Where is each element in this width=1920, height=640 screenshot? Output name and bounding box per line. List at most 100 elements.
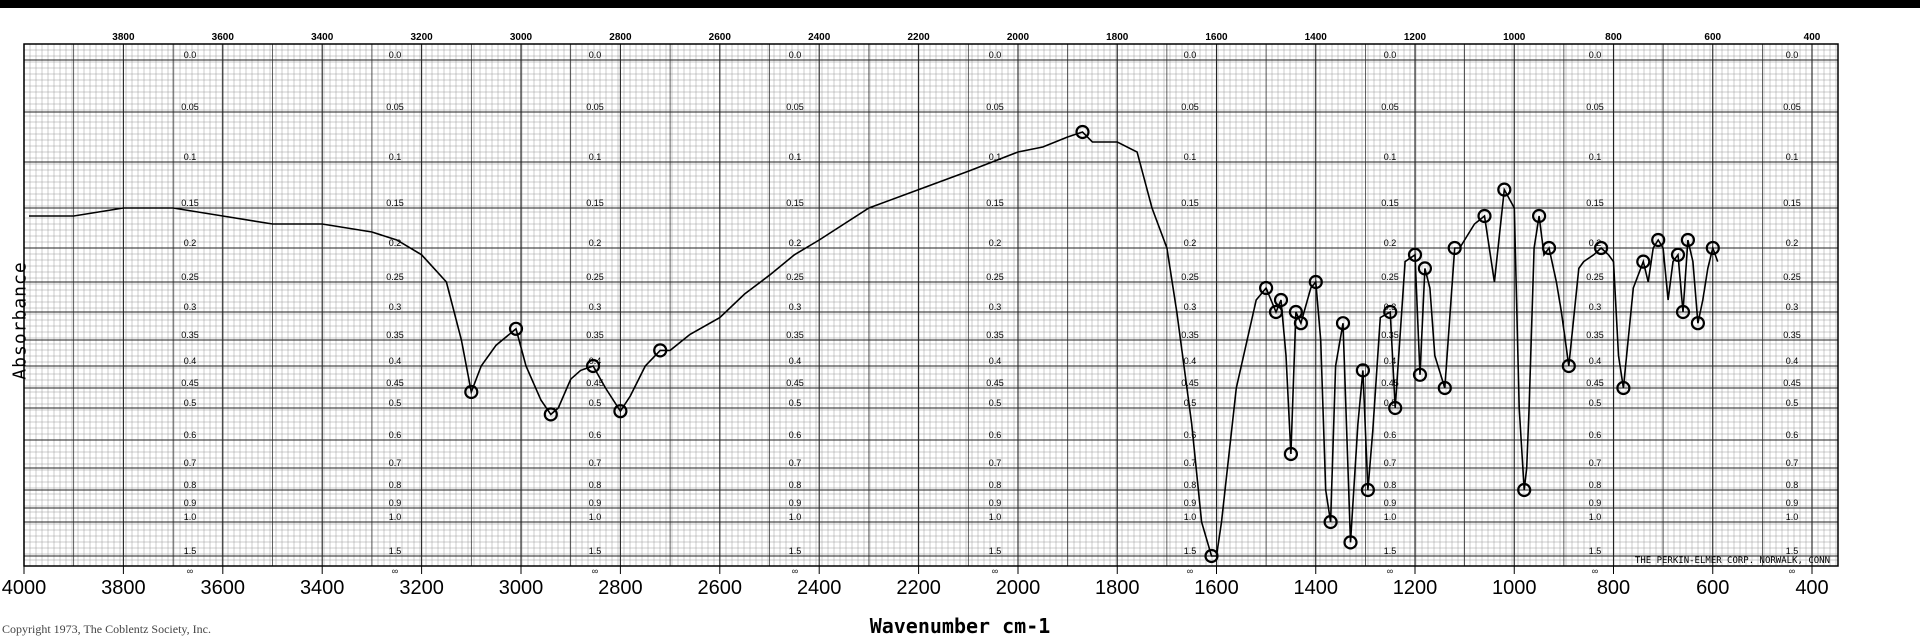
top-black-band [0, 0, 1920, 8]
absorbance-scale-label: 0.35 [1783, 330, 1801, 340]
absorbance-scale-label: 0.35 [181, 330, 199, 340]
absorbance-scale-label: 0.2 [1589, 238, 1602, 248]
absorbance-scale-label: 0.2 [1384, 238, 1397, 248]
x-tick-label: 3200 [399, 577, 444, 599]
x-tick-label: 1200 [1393, 577, 1438, 599]
absorbance-scale-label: 0.6 [1589, 430, 1602, 440]
absorbance-scale-label: 0.4 [389, 356, 402, 366]
peak-marker [1258, 280, 1274, 296]
absorbance-scale-label: 0.0 [589, 50, 602, 60]
absorbance-scale-label: 0.1 [789, 152, 802, 162]
peak-marker [1593, 240, 1609, 256]
absorbance-scale-label: 0.7 [1384, 458, 1397, 468]
absorbance-scale-label: ∞ [392, 566, 398, 576]
absorbance-scale-label: 0.2 [389, 238, 402, 248]
top-tick-labels: 3800 3600 3400 3200 3000 2800 2600 2400 2200 2000… [112, 32, 1821, 43]
top-tick-label: 2600 [709, 32, 732, 43]
absorbance-scale-label: 0.5 [589, 398, 602, 408]
y-axis-title: Absorbance [9, 261, 31, 380]
absorbance-scale-label: 0.7 [989, 458, 1002, 468]
x-tick-label: 1800 [1095, 577, 1140, 599]
absorbance-scale-label: 0.15 [1381, 198, 1399, 208]
absorbance-scale-label: 0.7 [1184, 458, 1197, 468]
absorbance-scale-label: 0.2 [589, 238, 602, 248]
absorbance-scale-label: 0.6 [789, 430, 802, 440]
x-tick-label: 1600 [1194, 577, 1239, 599]
absorbance-scale-label: 0.5 [1786, 398, 1799, 408]
peak-marker [1477, 208, 1492, 224]
absorbance-scale-label: 0.2 [789, 238, 802, 248]
peak-marker [1412, 367, 1428, 382]
absorbance-scale-label: 0.5 [184, 398, 197, 408]
absorbance-scale-label: 0.5 [1384, 398, 1397, 408]
absorbance-scale-label: 0.0 [1184, 50, 1197, 60]
absorbance-scale-label: 0.0 [789, 50, 802, 60]
absorbance-scale-label: 0.5 [989, 398, 1002, 408]
absorbance-scale-label: 0.6 [389, 430, 402, 440]
top-tick-label: 3600 [212, 32, 235, 43]
peak-marker [1675, 304, 1691, 320]
absorbance-scale-label: 0.35 [1381, 330, 1399, 340]
absorbance-scale-columns: 0.0 0.05 0.1 0.15 0.2 0.25 0.3 0.35 0.4 0.45 0.5 0.… [181, 50, 1801, 576]
absorbance-scale-label: 1.5 [1384, 546, 1397, 556]
peak-marker [1288, 304, 1304, 320]
peak-marker [508, 321, 524, 336]
absorbance-scale-label: 0.2 [989, 238, 1002, 248]
absorbance-scale-label: 0.8 [1786, 480, 1799, 490]
minor-grid [23, 43, 1838, 567]
absorbance-scale-label: ∞ [1187, 566, 1193, 576]
absorbance-scale-label: 1.0 [1786, 512, 1799, 522]
top-tick-label: 1600 [1205, 32, 1228, 43]
absorbance-scale-label: 0.0 [1589, 50, 1602, 60]
absorbance-scale-label: 0.3 [1786, 302, 1799, 312]
absorbance-scale-label: 0.35 [986, 330, 1004, 340]
absorbance-scale-label: ∞ [992, 566, 998, 576]
absorbance-scale-label: 0.8 [1589, 480, 1602, 490]
absorbance-scale-label: 0.0 [184, 50, 197, 60]
top-tick-label: 3400 [311, 32, 334, 43]
top-tick-label: 2200 [907, 32, 930, 43]
absorbance-scale-label: 0.5 [1184, 398, 1197, 408]
absorbance-scale-label: 0.05 [586, 102, 604, 112]
peak-marker [464, 384, 479, 400]
absorbance-scale-label: 0.3 [1184, 302, 1197, 312]
absorbance-scale-label: ∞ [792, 566, 798, 576]
absorbance-scale-label: 0.9 [989, 498, 1002, 508]
top-tick-label: 800 [1605, 32, 1622, 43]
absorbance-scale-label: 0.7 [1786, 458, 1799, 468]
absorbance-scale-label: 0.45 [1783, 378, 1801, 388]
top-tick-label: 3800 [112, 32, 135, 43]
absorbance-scale-label: 0.45 [1586, 378, 1604, 388]
absorbance-scale-label: 0.7 [1589, 458, 1602, 468]
absorbance-scale-label: 1.5 [789, 546, 802, 556]
absorbance-scale-label: 0.25 [1586, 272, 1604, 282]
peak-marker [1293, 316, 1309, 331]
top-tick-label: 600 [1704, 32, 1721, 43]
peak-marker [1497, 182, 1512, 197]
absorbance-scale-label: 0.1 [1589, 152, 1602, 162]
absorbance-scale-label: 0.45 [586, 378, 604, 388]
absorbance-scale-label: 0.7 [789, 458, 802, 468]
absorbance-scale-label: 0.45 [1381, 378, 1399, 388]
absorbance-scale-label: 0.35 [1181, 330, 1199, 340]
x-tick-label: 4000 [2, 577, 47, 599]
absorbance-scale-label: 0.3 [789, 302, 802, 312]
absorbance-scale-label: 0.05 [986, 102, 1004, 112]
absorbance-scale-label: 0.05 [1586, 102, 1604, 112]
absorbance-scale-label: 1.0 [1589, 512, 1602, 522]
peak-marker [1561, 358, 1576, 374]
top-tick-label: 1000 [1503, 32, 1526, 43]
absorbance-scale-label: 0.6 [989, 430, 1002, 440]
absorbance-scale-label: 0.8 [184, 480, 197, 490]
absorbance-scale-label: 0.9 [1184, 498, 1197, 508]
absorbance-scale-label: 0.1 [1184, 152, 1197, 162]
absorbance-scale-label: 0.1 [1384, 152, 1397, 162]
top-tick-label: 400 [1804, 32, 1821, 43]
absorbance-scale-label: 0.3 [589, 302, 602, 312]
absorbance-scale-label: ∞ [592, 566, 598, 576]
absorbance-scale-label: 0.45 [986, 378, 1004, 388]
absorbance-scale-label: 0.9 [1786, 498, 1799, 508]
absorbance-scale-label: 0.25 [181, 272, 199, 282]
absorbance-scale-label: 0.8 [789, 480, 802, 490]
